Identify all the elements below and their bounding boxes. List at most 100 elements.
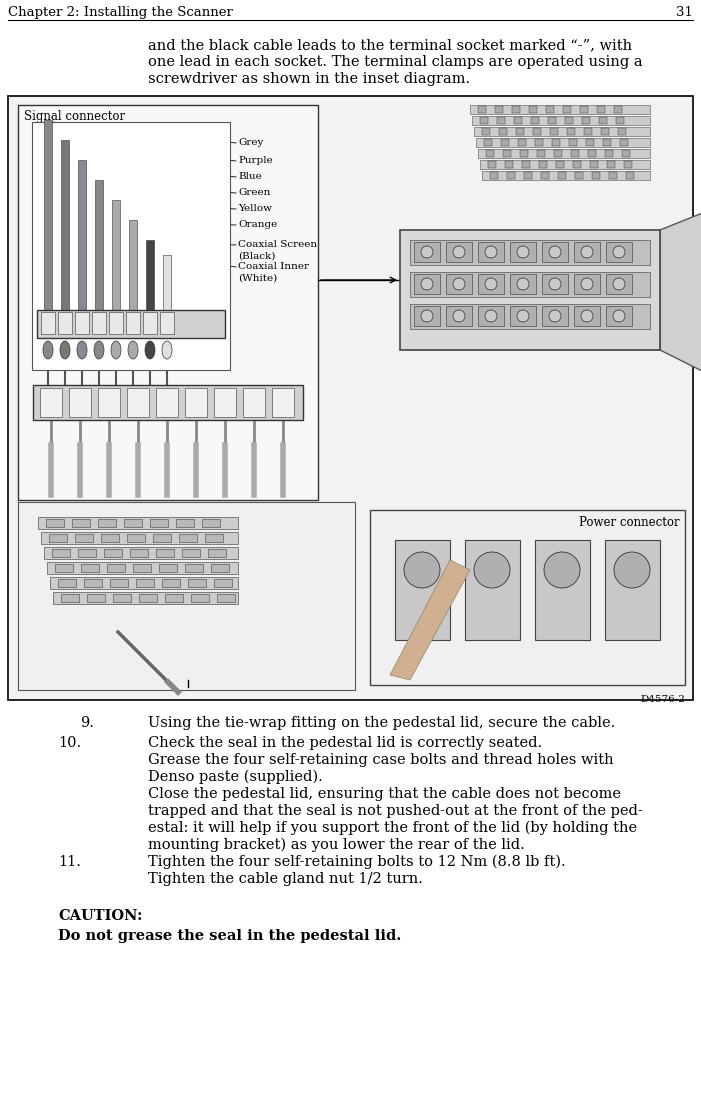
Text: Purple: Purple — [238, 156, 273, 165]
Bar — [478, 149, 650, 158]
Bar — [550, 128, 558, 135]
Circle shape — [453, 310, 465, 322]
Bar — [205, 534, 223, 542]
Bar — [478, 106, 486, 113]
Bar — [101, 534, 119, 542]
Bar — [501, 139, 509, 146]
Bar — [98, 520, 116, 527]
Bar — [127, 534, 145, 542]
Bar — [590, 161, 598, 168]
Text: Do not grease the seal in the pedestal lid.: Do not grease the seal in the pedestal l… — [58, 929, 401, 943]
Circle shape — [453, 278, 465, 290]
Bar — [127, 388, 149, 417]
Bar — [542, 306, 568, 326]
Text: Chapter 2: Installing the Scanner: Chapter 2: Installing the Scanner — [8, 6, 233, 19]
Bar — [478, 274, 504, 295]
Bar — [50, 577, 238, 589]
Bar — [214, 579, 232, 587]
Bar — [124, 520, 142, 527]
Bar — [95, 180, 103, 310]
Bar — [488, 161, 496, 168]
Bar — [185, 388, 207, 417]
Text: Power connector: Power connector — [579, 516, 680, 529]
Bar — [603, 139, 611, 146]
Bar — [592, 172, 600, 179]
Text: estal: it will help if you support the front of the lid (by holding the: estal: it will help if you support the f… — [148, 821, 637, 835]
Bar — [616, 117, 624, 124]
Bar — [40, 388, 62, 417]
Bar — [605, 540, 660, 640]
Bar — [72, 520, 90, 527]
Text: 10.: 10. — [58, 736, 81, 750]
Bar — [272, 388, 294, 417]
Text: Close the pedestal lid, ensuring that the cable does not become: Close the pedestal lid, ensuring that th… — [148, 788, 621, 801]
Bar — [61, 595, 79, 602]
Bar — [497, 117, 505, 124]
Bar — [110, 579, 128, 587]
Bar — [162, 579, 180, 587]
Bar — [507, 172, 515, 179]
Bar — [33, 385, 303, 420]
Text: screwdriver as shown in the inset diagram.: screwdriver as shown in the inset diagra… — [148, 72, 470, 86]
Bar — [520, 150, 528, 157]
Bar — [176, 520, 194, 527]
Bar — [575, 172, 583, 179]
Circle shape — [581, 246, 593, 258]
Bar — [574, 242, 600, 263]
Bar — [490, 172, 498, 179]
Text: 31: 31 — [676, 6, 693, 19]
Bar — [476, 138, 650, 147]
Circle shape — [613, 310, 625, 322]
Circle shape — [517, 246, 529, 258]
Bar — [47, 563, 238, 574]
Bar — [503, 150, 511, 157]
Bar — [44, 547, 238, 559]
Bar — [582, 117, 590, 124]
Circle shape — [421, 246, 433, 258]
Bar — [622, 150, 630, 157]
Bar — [37, 310, 225, 338]
Text: D4576-2: D4576-2 — [640, 695, 685, 704]
Bar — [546, 106, 554, 113]
Circle shape — [613, 278, 625, 290]
Bar — [8, 96, 693, 700]
Bar — [410, 240, 650, 265]
Bar — [599, 117, 607, 124]
Bar — [160, 312, 174, 334]
Bar — [470, 105, 650, 114]
Circle shape — [421, 310, 433, 322]
Bar — [472, 116, 650, 125]
Bar — [601, 128, 609, 135]
Bar — [537, 150, 545, 157]
Polygon shape — [660, 210, 701, 381]
Bar — [75, 534, 93, 542]
Bar — [84, 579, 102, 587]
Bar — [143, 312, 157, 334]
Bar — [556, 161, 564, 168]
Bar — [554, 150, 562, 157]
Bar — [620, 139, 628, 146]
Bar — [563, 106, 571, 113]
Bar — [38, 517, 238, 529]
Ellipse shape — [60, 341, 70, 358]
Circle shape — [485, 278, 497, 290]
Text: Coaxial Inner: Coaxial Inner — [238, 263, 309, 271]
Bar — [510, 274, 536, 295]
Text: (White): (White) — [238, 274, 278, 283]
Bar — [113, 595, 131, 602]
Bar — [75, 312, 89, 334]
Bar — [214, 388, 236, 417]
Bar — [395, 540, 450, 640]
Bar — [107, 564, 125, 572]
Bar — [586, 139, 594, 146]
Bar — [480, 160, 650, 169]
Circle shape — [544, 552, 580, 588]
Bar — [32, 122, 230, 370]
Bar — [565, 117, 573, 124]
Bar — [129, 219, 137, 310]
Bar — [78, 160, 86, 310]
Bar — [414, 274, 440, 295]
Circle shape — [549, 310, 561, 322]
Ellipse shape — [43, 341, 53, 358]
Text: Grey: Grey — [238, 138, 264, 147]
